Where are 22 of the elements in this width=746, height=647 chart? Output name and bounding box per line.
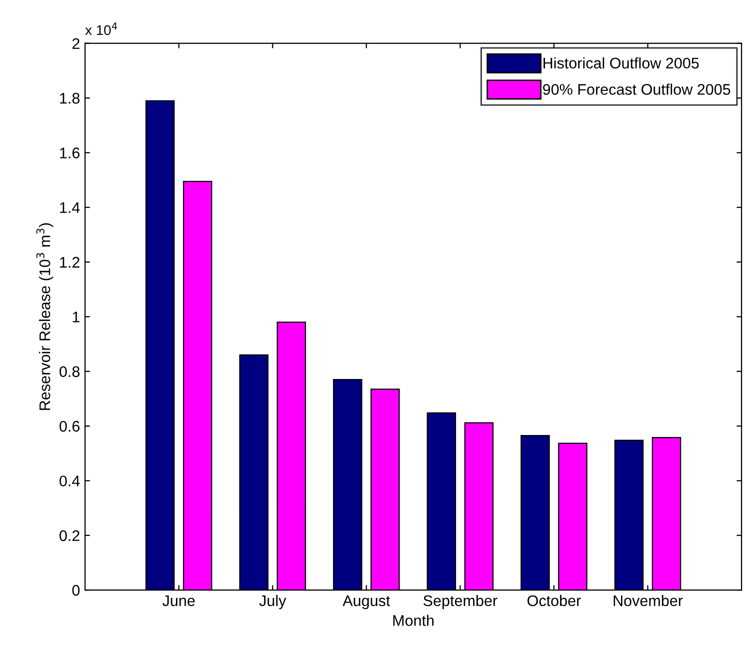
y-axis-title: Reservoir Release (10$^{3}$ m$^{3}$) [36, 223, 54, 410]
x-axis-title: Month [393, 614, 434, 626]
y-tick-label: 1.6 [60, 148, 80, 158]
y-tick-label: 0 [72, 584, 80, 596]
y-tick-label: 1.4 [60, 202, 80, 213]
x-tick-label: November [614, 594, 683, 606]
x-tick-label: September [424, 594, 498, 610]
x-tick-label: July [259, 594, 286, 610]
y-tick-label: 1.8 [60, 92, 80, 104]
legend-label: 90% Forecast Outflow 2005 [543, 84, 730, 95]
y-tick-label: 0.6 [60, 420, 80, 432]
legend-label: Historical Outflow 2005 [544, 57, 699, 69]
y-tick-label: 0.2 [60, 530, 80, 542]
y-tick-label: 0.4 [60, 476, 80, 486]
x-tick-label: October [528, 594, 581, 606]
y-tick-label: 1.2 [60, 256, 80, 268]
x-tick-label: August [342, 595, 390, 610]
text: x 10$^{4}$ [85, 22, 118, 36]
x-tick-label: June [162, 595, 195, 606]
y-tick-label: 1 [72, 312, 80, 322]
y-tick-label: 2 [72, 38, 80, 49]
y-tick-label: 0.8 [60, 366, 80, 378]
